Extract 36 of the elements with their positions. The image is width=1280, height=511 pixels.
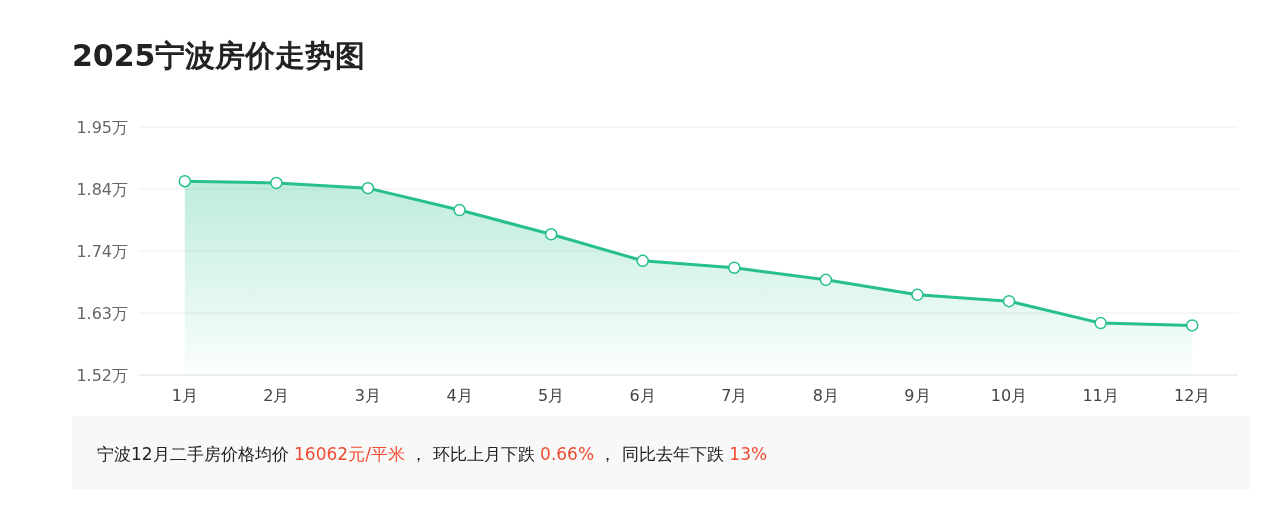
point: [270, 176, 283, 190]
point: [544, 228, 558, 241]
point: [636, 254, 649, 268]
x-tick-label: 4月: [446, 386, 473, 405]
point: [911, 288, 924, 302]
x-tick-label: 5月: [538, 386, 565, 405]
point: [361, 181, 375, 195]
x-tick-label: 8月: [812, 386, 839, 405]
x-tick-label: 9月: [904, 386, 931, 405]
text: 宁波12月二手房价格均价: [97, 444, 295, 464]
x-tick-label: 1月: [171, 386, 198, 405]
y-tick-label: 1.63万: [76, 304, 128, 323]
y-tick-label: 1.84万: [76, 180, 128, 199]
point: [1002, 294, 1016, 308]
x-tick-label: 3月: [354, 386, 382, 405]
x-tick-label: 11月: [1082, 386, 1119, 405]
point: [728, 261, 741, 274]
text: 13%: [729, 444, 768, 464]
x-tick-label: 7月: [721, 386, 748, 405]
text: 0.66%: [540, 444, 595, 464]
text: ， 同比去年下跌: [594, 444, 730, 464]
y-tick-label: 1.52万: [76, 366, 128, 385]
point: [453, 203, 466, 217]
point: [1094, 316, 1107, 330]
y-tick-label: 1.95万: [76, 118, 128, 137]
point: [178, 174, 192, 188]
x-tick-label: 6月: [629, 386, 656, 405]
y-tick-label: 1.74万: [76, 242, 128, 261]
x-tick-label: 10月: [990, 386, 1028, 405]
text: ， 环比上月下跌: [404, 444, 541, 464]
text: 16062元/平米: [294, 444, 405, 464]
chart-title: 2025宁波房价走势图: [72, 38, 366, 73]
point: [819, 273, 833, 287]
x-tick-label: 2月: [263, 386, 290, 405]
point: [1185, 319, 1199, 332]
x-tick-label: 12月: [1174, 386, 1211, 405]
